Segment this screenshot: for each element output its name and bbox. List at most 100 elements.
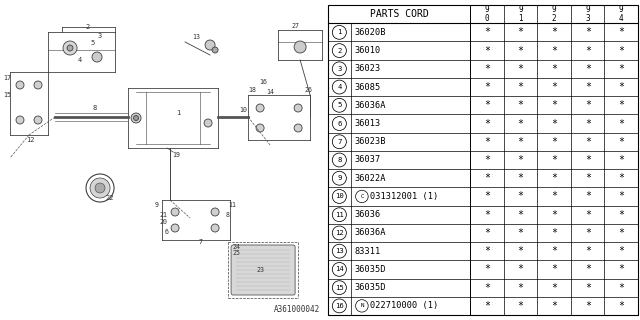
Text: *: * <box>518 301 524 311</box>
Text: 15: 15 <box>335 285 344 291</box>
Text: 18: 18 <box>248 87 256 93</box>
Text: 5: 5 <box>91 40 95 46</box>
Text: *: * <box>518 155 524 165</box>
Text: *: * <box>551 45 557 56</box>
Circle shape <box>92 52 102 62</box>
Text: *: * <box>551 137 557 147</box>
Circle shape <box>294 124 302 132</box>
Text: *: * <box>585 45 591 56</box>
Text: *: * <box>484 191 490 202</box>
Text: *: * <box>551 155 557 165</box>
Text: 13: 13 <box>335 248 344 254</box>
Text: 9
4: 9 4 <box>619 5 623 23</box>
Text: 36036A: 36036A <box>355 228 386 237</box>
Text: *: * <box>518 45 524 56</box>
Text: 17: 17 <box>3 75 11 81</box>
Text: *: * <box>484 173 490 183</box>
Text: 36013: 36013 <box>355 119 381 128</box>
Text: *: * <box>618 264 624 275</box>
Text: 9
3: 9 3 <box>586 5 590 23</box>
Text: 3: 3 <box>337 66 342 72</box>
FancyBboxPatch shape <box>231 245 295 295</box>
Text: 9
2: 9 2 <box>552 5 557 23</box>
Text: 8: 8 <box>93 105 97 111</box>
Text: 7: 7 <box>198 239 202 245</box>
Text: *: * <box>618 137 624 147</box>
Text: 36037: 36037 <box>355 156 381 164</box>
Text: 2: 2 <box>86 24 90 30</box>
Circle shape <box>204 119 212 127</box>
Text: 9
0: 9 0 <box>485 5 490 23</box>
Text: 10: 10 <box>335 194 344 199</box>
Text: 12: 12 <box>335 230 344 236</box>
Text: *: * <box>484 301 490 311</box>
Circle shape <box>294 41 306 53</box>
Text: 10: 10 <box>239 107 247 113</box>
Text: 36035D: 36035D <box>355 283 386 292</box>
Text: *: * <box>551 264 557 275</box>
Text: A361000042: A361000042 <box>274 305 320 314</box>
Text: 36022A: 36022A <box>355 174 386 183</box>
Text: 9
1: 9 1 <box>518 5 523 23</box>
Circle shape <box>294 104 302 112</box>
Text: *: * <box>484 155 490 165</box>
Circle shape <box>16 116 24 124</box>
Text: 14: 14 <box>266 89 274 95</box>
Text: *: * <box>518 191 524 202</box>
Text: 9: 9 <box>155 202 159 208</box>
Text: 5: 5 <box>337 102 342 108</box>
Text: *: * <box>585 155 591 165</box>
Text: N: N <box>360 303 364 308</box>
Text: *: * <box>618 100 624 110</box>
Text: *: * <box>518 64 524 74</box>
Circle shape <box>205 40 215 50</box>
Text: 36023B: 36023B <box>355 137 386 146</box>
Circle shape <box>67 45 73 51</box>
Text: 1: 1 <box>337 29 342 35</box>
Text: *: * <box>618 82 624 92</box>
Text: 12: 12 <box>26 137 35 143</box>
Text: *: * <box>551 64 557 74</box>
Text: *: * <box>484 246 490 256</box>
Circle shape <box>63 41 77 55</box>
Text: *: * <box>618 210 624 220</box>
Text: *: * <box>518 100 524 110</box>
Text: *: * <box>484 82 490 92</box>
Circle shape <box>171 208 179 216</box>
Text: 7: 7 <box>337 139 342 145</box>
Text: 21: 21 <box>159 212 167 218</box>
Circle shape <box>211 208 219 216</box>
Text: 16: 16 <box>259 79 267 85</box>
Text: 36036: 36036 <box>355 210 381 219</box>
Text: *: * <box>551 82 557 92</box>
Text: *: * <box>585 191 591 202</box>
Text: 16: 16 <box>335 303 344 309</box>
Text: *: * <box>518 118 524 129</box>
Circle shape <box>256 124 264 132</box>
Text: 13: 13 <box>192 34 200 40</box>
Text: 031312001 (1): 031312001 (1) <box>370 192 438 201</box>
Text: PARTS CORD: PARTS CORD <box>370 9 429 19</box>
Text: *: * <box>618 283 624 293</box>
Text: 36036A: 36036A <box>355 101 386 110</box>
Text: *: * <box>484 27 490 37</box>
Text: *: * <box>618 191 624 202</box>
Text: 2: 2 <box>337 48 342 53</box>
Circle shape <box>256 104 264 112</box>
Text: 15: 15 <box>3 92 11 98</box>
Text: *: * <box>585 228 591 238</box>
Text: *: * <box>585 210 591 220</box>
Text: 83311: 83311 <box>355 247 381 256</box>
Text: *: * <box>484 64 490 74</box>
Text: *: * <box>518 137 524 147</box>
Text: *: * <box>484 118 490 129</box>
Text: *: * <box>585 64 591 74</box>
Text: *: * <box>618 173 624 183</box>
Text: 24: 24 <box>232 244 240 250</box>
Text: 4: 4 <box>337 84 342 90</box>
Text: 26: 26 <box>304 87 312 93</box>
Text: *: * <box>585 82 591 92</box>
Text: 36035D: 36035D <box>355 265 386 274</box>
Text: *: * <box>551 210 557 220</box>
Text: *: * <box>518 82 524 92</box>
